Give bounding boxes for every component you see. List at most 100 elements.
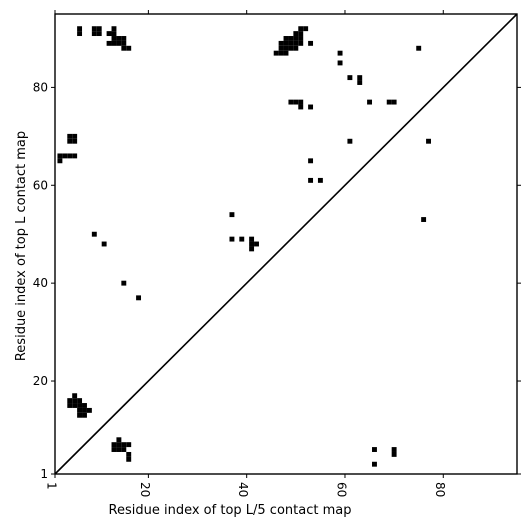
contact-cell-top-l5 bbox=[96, 31, 102, 37]
contact-cell-top-l5 bbox=[293, 45, 299, 51]
contact-cell-top-l5 bbox=[288, 99, 294, 105]
contact-cell-top-l5 bbox=[116, 40, 122, 46]
contact-cell-top-l5 bbox=[67, 133, 73, 139]
contact-cell-top-l5 bbox=[249, 246, 255, 252]
contact-cell-top-l5 bbox=[67, 138, 73, 144]
contact-cell-top-l bbox=[391, 451, 397, 457]
contact-cell-top-l bbox=[126, 456, 132, 462]
contact-cell-top-l5 bbox=[254, 241, 259, 247]
contact-cell-top-l5 bbox=[293, 36, 299, 41]
contact-cell-top-l5 bbox=[72, 138, 78, 144]
contact-cell-top-l5 bbox=[106, 31, 112, 37]
contact-cell-top-l bbox=[126, 451, 132, 457]
contact-cell-top-l5 bbox=[278, 45, 284, 51]
contact-cell-top-l5 bbox=[278, 50, 284, 56]
contact-cell-top-l5 bbox=[136, 295, 142, 301]
diagonal-line bbox=[54, 13, 518, 475]
y-tick-label: 80 bbox=[33, 80, 48, 94]
y-tick-label: 40 bbox=[33, 276, 48, 290]
contact-cell-top-l bbox=[86, 407, 92, 413]
contact-cell-top-l5 bbox=[111, 40, 117, 46]
contact-cell-top-l bbox=[67, 403, 73, 408]
contact-cell-top-l5 bbox=[347, 138, 353, 144]
contact-cell-top-l5 bbox=[249, 241, 255, 247]
contact-cell-top-l5 bbox=[298, 31, 304, 37]
contact-cell-top-l5 bbox=[126, 45, 132, 51]
contact-cell-top-l5 bbox=[308, 40, 314, 46]
x-tick-label: 80 bbox=[433, 482, 447, 497]
contact-cell-top-l5 bbox=[121, 36, 127, 41]
contact-cell-top-l5 bbox=[57, 153, 63, 159]
contact-cell-top-l5 bbox=[72, 153, 78, 159]
contact-cell-top-l bbox=[82, 412, 87, 418]
contact-cell-top-l5 bbox=[239, 236, 245, 242]
contact-cell-top-l bbox=[116, 447, 122, 452]
contact-cell-top-l5 bbox=[298, 40, 304, 46]
contact-cell-top-l5 bbox=[121, 45, 127, 51]
contact-cell-top-l5 bbox=[101, 241, 107, 247]
contact-cell-top-l5 bbox=[229, 212, 235, 218]
x-axis-label: Residue index of top L/5 contact map bbox=[109, 503, 352, 518]
contact-cell-top-l bbox=[67, 398, 73, 404]
contact-cell-top-l5 bbox=[111, 26, 117, 32]
contact-cell-top-l5 bbox=[121, 40, 127, 46]
plot-frame bbox=[54, 13, 518, 475]
contact-cell-top-l5 bbox=[298, 26, 304, 32]
contact-cell-top-l5 bbox=[386, 99, 392, 105]
contact-cell-top-l5 bbox=[308, 177, 314, 183]
contact-cell-top-l bbox=[116, 437, 122, 443]
contact-cell-top-l5 bbox=[278, 40, 284, 46]
contact-cell-top-l5 bbox=[116, 36, 122, 41]
contact-cell-top-l5 bbox=[357, 80, 363, 85]
contact-cell-top-l bbox=[72, 403, 78, 408]
contact-cell-top-l5 bbox=[77, 31, 83, 37]
y-tick-label: 60 bbox=[33, 178, 48, 192]
contact-cell-top-l5 bbox=[72, 133, 78, 139]
contact-cell-top-l5 bbox=[308, 104, 314, 110]
y-axis-label: Residue index of top L contact map bbox=[14, 131, 29, 361]
contact-cell-top-l5 bbox=[111, 36, 117, 41]
contact-cell-top-l5 bbox=[288, 40, 294, 46]
contact-cell-top-l5 bbox=[111, 31, 117, 37]
contact-cell-top-l bbox=[116, 442, 122, 448]
contact-cell-top-l5 bbox=[337, 60, 343, 66]
contact-cell-top-l5 bbox=[121, 280, 127, 286]
contact-cell-top-l bbox=[111, 447, 117, 452]
contact-cell-top-l5 bbox=[106, 40, 112, 46]
contact-cell-top-l bbox=[77, 412, 83, 418]
contact-cell-top-l5 bbox=[57, 158, 63, 164]
contact-cell-top-l5 bbox=[91, 31, 97, 37]
contact-cell-top-l5 bbox=[288, 36, 294, 41]
contact-cell-top-l5 bbox=[293, 99, 299, 105]
contact-cell-top-l bbox=[391, 447, 397, 452]
axis-ticks: 1 20 40 60 80 1 20 40 60 80 bbox=[33, 10, 521, 497]
contact-cell-top-l5 bbox=[347, 75, 353, 81]
x-tick-label: 60 bbox=[334, 482, 348, 497]
x-tick-label: 20 bbox=[138, 482, 152, 497]
contact-cell-top-l5 bbox=[288, 45, 294, 51]
contact-cell-top-l5 bbox=[416, 45, 422, 51]
contact-cell-top-l5 bbox=[293, 40, 299, 46]
contact-cell-top-l5 bbox=[308, 158, 314, 164]
contact-cell-top-l5 bbox=[77, 26, 83, 32]
contact-cell-top-l5 bbox=[91, 26, 97, 32]
contact-cell-top-l bbox=[82, 407, 87, 413]
contact-cell-top-l5 bbox=[273, 50, 279, 56]
contact-cell-top-l5 bbox=[337, 50, 343, 56]
contact-cell-top-l5 bbox=[91, 231, 97, 237]
contact-cell-top-l5 bbox=[391, 99, 397, 105]
contact-cell-top-l5 bbox=[317, 177, 323, 183]
contact-cell-top-l5 bbox=[283, 45, 289, 51]
contact-cell-top-l5 bbox=[298, 36, 304, 41]
contact-cell-top-l5 bbox=[298, 104, 304, 110]
contact-cell-top-l bbox=[126, 442, 132, 448]
contact-cell-top-l5 bbox=[357, 75, 363, 81]
contact-cell-top-l bbox=[77, 407, 83, 413]
contact-cell-top-l bbox=[72, 393, 78, 399]
contact-cell-top-l bbox=[111, 442, 117, 448]
contact-cell-top-l bbox=[372, 447, 377, 452]
contact-cell-top-l bbox=[77, 403, 83, 408]
x-tick-label: 1 bbox=[45, 482, 59, 490]
x-tick-label: 40 bbox=[236, 482, 250, 497]
